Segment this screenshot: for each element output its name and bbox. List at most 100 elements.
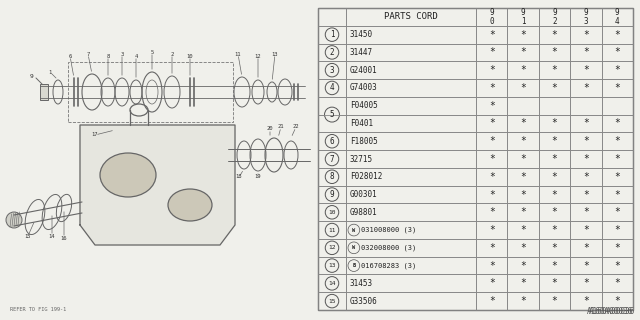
Text: F0401: F0401 [350,119,373,128]
Bar [602,204,633,221]
Bar [570,115,602,132]
Text: 6: 6 [68,53,72,59]
Bar [570,257,602,275]
Bar [570,26,602,44]
Bar [539,204,570,221]
Text: 8: 8 [106,53,109,59]
Circle shape [325,294,339,308]
Bar [508,239,539,257]
Text: *: * [520,154,526,164]
Text: *: * [520,225,526,235]
Circle shape [325,46,339,59]
Text: 031008000 (3): 031008000 (3) [361,227,416,233]
Bar [539,79,570,97]
Bar [476,204,508,221]
Bar [346,292,476,310]
Circle shape [325,63,339,77]
Bar [602,44,633,61]
Bar [539,221,570,239]
Text: *: * [489,243,495,253]
Text: 13: 13 [328,263,336,268]
Text: *: * [552,47,557,57]
Bar [508,61,539,79]
Text: *: * [489,172,495,182]
Text: 7: 7 [86,52,90,57]
Text: F04005: F04005 [350,101,378,110]
Text: 17: 17 [92,132,99,138]
Text: 22: 22 [292,124,300,130]
Polygon shape [80,125,235,245]
Text: G24001: G24001 [350,66,378,75]
Bar [539,115,570,132]
Bar [539,150,570,168]
Text: *: * [583,207,589,217]
Bar [476,61,508,79]
Bar [318,97,346,115]
Bar [539,292,570,310]
Text: 15: 15 [25,234,31,238]
Bar [539,186,570,204]
Text: *: * [520,189,526,200]
Text: *: * [520,172,526,182]
Text: 016708283 (3): 016708283 (3) [361,262,416,269]
Text: *: * [489,47,495,57]
Circle shape [348,224,360,236]
Text: 2: 2 [330,48,334,57]
Text: *: * [614,83,620,93]
Circle shape [325,28,339,41]
Circle shape [325,170,339,183]
Text: *: * [583,260,589,271]
Text: *: * [552,172,557,182]
Text: 32715: 32715 [350,155,373,164]
Bar [539,8,570,26]
Circle shape [325,205,339,219]
Bar [570,8,602,26]
Bar [318,44,346,61]
Text: *: * [614,65,620,75]
Text: 11: 11 [235,52,241,57]
Text: 4: 4 [330,84,334,92]
Text: *: * [583,136,589,146]
Text: 5: 5 [150,50,154,54]
Text: *: * [614,225,620,235]
Text: 14: 14 [49,234,55,238]
Text: 12: 12 [255,53,261,59]
Bar [570,150,602,168]
Bar [318,79,346,97]
Text: *: * [583,118,589,128]
Text: 20: 20 [267,126,273,132]
Text: *: * [520,118,526,128]
Text: 8: 8 [330,172,334,181]
Bar [570,221,602,239]
Text: *: * [520,30,526,40]
Bar [570,168,602,186]
Text: 2: 2 [170,52,173,57]
Text: 9
1: 9 1 [521,8,525,26]
Bar [508,221,539,239]
Text: *: * [552,30,557,40]
Bar [508,275,539,292]
Bar [602,79,633,97]
Bar [602,115,633,132]
Text: 12: 12 [328,245,336,250]
Bar [476,168,508,186]
Text: 11: 11 [328,228,336,233]
Bar [346,221,476,239]
Text: PARTS CORD: PARTS CORD [384,12,438,21]
Text: *: * [552,118,557,128]
Bar [570,292,602,310]
Text: *: * [520,136,526,146]
Bar [539,257,570,275]
Bar [318,8,346,26]
Text: *: * [520,243,526,253]
Bar [318,221,346,239]
Text: *: * [489,136,495,146]
Text: A160A00036: A160A00036 [589,307,635,316]
Text: *: * [614,260,620,271]
Bar [508,44,539,61]
Bar [346,275,476,292]
Text: *: * [583,83,589,93]
Bar [346,97,476,115]
Text: *: * [614,172,620,182]
Text: 13: 13 [272,52,278,57]
